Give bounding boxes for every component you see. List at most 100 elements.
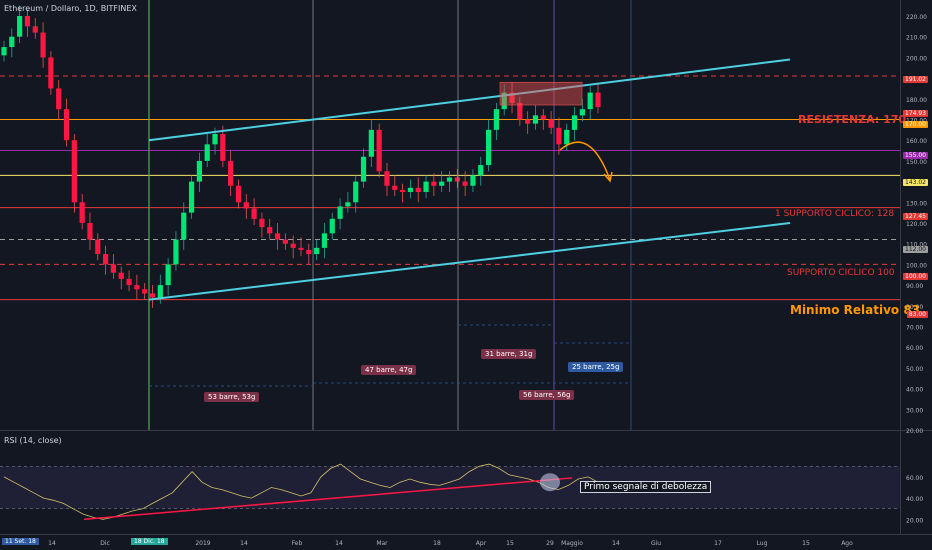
candle-body	[63, 109, 70, 141]
candle-body	[103, 254, 109, 265]
candle-body	[462, 181, 468, 186]
grid	[0, 0, 932, 535]
x-tick-label: 2019	[195, 540, 210, 547]
candle-body	[532, 115, 539, 124]
candle-body	[454, 177, 460, 182]
candle-body	[157, 285, 163, 298]
measure-label-25: 25 barre, 25g	[568, 362, 624, 372]
measure-label-53: 53 barre, 53g	[204, 392, 260, 402]
y-tick-label: 120.00	[906, 221, 927, 228]
candle-body	[9, 36, 15, 48]
support2-annotation: SUPPORTO CICLICO 100	[787, 268, 895, 278]
candle-body	[376, 129, 382, 172]
candle-body	[517, 102, 523, 120]
y-tick-label: 100.00	[906, 262, 927, 269]
rsi-tick-label: 40.00	[906, 496, 923, 503]
candle-body	[17, 16, 23, 37]
y-tick-label: 60.00	[906, 345, 923, 352]
candle-body	[165, 264, 171, 286]
y-tick-label: 40.00	[906, 387, 923, 394]
candle-body	[548, 119, 554, 128]
candle-body	[509, 92, 515, 103]
overlay	[148, 0, 791, 430]
x-tick-label: Lug	[757, 540, 768, 547]
candle-body	[384, 171, 390, 186]
y-tick-label: 220.00	[906, 14, 927, 21]
y-tick-label: 110.00	[906, 242, 927, 249]
y-tick-label: 160.00	[906, 138, 927, 145]
candle-body	[423, 181, 429, 192]
rsi-weakness-note: Primo segnale di debolezza	[580, 481, 712, 493]
candle-body	[181, 212, 187, 240]
x-tick-label: 15	[506, 540, 514, 547]
horizontal-levels	[0, 75, 900, 301]
candle-body	[415, 187, 421, 192]
candle-body	[220, 133, 226, 161]
candle-body	[540, 115, 546, 120]
arrow-head	[603, 171, 613, 183]
rsi-panel: 20.00 40.00 60.00	[0, 463, 923, 524]
candle-body	[196, 160, 202, 182]
y-tick-label: 70.00	[906, 325, 923, 332]
x-tick-label: Mar	[376, 540, 388, 547]
x-axis-separator	[0, 534, 932, 535]
candle-body	[134, 285, 140, 290]
support1-annotation: 1 SUPPORTO CICLICO: 128	[775, 209, 895, 219]
x-tick-label: Maggio	[561, 540, 583, 547]
candle-body	[446, 177, 453, 182]
candle-body	[228, 160, 234, 186]
x-tag-start: 11 Set. 18	[2, 538, 39, 545]
x-tick-label: 14	[335, 540, 343, 547]
y-tick-label: 180.00	[906, 97, 927, 104]
candle-body	[579, 109, 585, 116]
candle-body	[95, 239, 101, 255]
candle-body	[71, 140, 77, 203]
x-tag-dec: 18 Dic. 18	[131, 538, 168, 545]
price-tag-127: 127.45	[903, 213, 928, 220]
candle-body	[212, 133, 218, 145]
x-tick-label: 29	[546, 540, 554, 547]
candle-body	[407, 187, 414, 192]
candle-body	[274, 233, 281, 240]
price-tag-170: 170.00	[903, 121, 928, 128]
candle-body	[392, 185, 398, 190]
y-tick-label: 130.00	[906, 200, 927, 207]
candle-body	[173, 239, 179, 265]
candle-body	[243, 202, 249, 209]
candle-body	[32, 26, 38, 33]
candle-body	[24, 16, 31, 27]
y-tick-label: 30.00	[906, 407, 923, 414]
rsi-trendline	[83, 477, 573, 521]
candle-body	[40, 32, 46, 58]
price-tag-100: 100.00	[903, 273, 928, 280]
candle-body	[259, 218, 265, 228]
candle-body	[87, 223, 93, 240]
measure-label-47: 47 barre, 47g	[361, 365, 417, 375]
candle-body	[204, 144, 210, 161]
y-tick-label: 80.00	[906, 304, 923, 311]
candle-body	[485, 129, 492, 166]
candle-body	[188, 181, 195, 213]
candle-body	[126, 278, 132, 286]
candle-body	[368, 129, 374, 157]
candle-body	[282, 239, 288, 244]
candle-body	[306, 249, 312, 255]
x-tick-label: Dic	[100, 540, 110, 547]
candle-body	[345, 202, 351, 207]
measure-label-56: 56 barre, 56g	[519, 390, 575, 400]
x-tick-label: 14	[612, 540, 620, 547]
y-tick-label: 150.00	[906, 159, 927, 166]
candle-body	[267, 227, 273, 234]
candle-body	[142, 289, 148, 294]
candle-body	[251, 208, 257, 219]
candle-body	[556, 127, 562, 145]
price-tag-191: 191.02	[903, 76, 928, 83]
x-tick-label: Ago	[841, 540, 853, 547]
x-tick-label: Giu	[651, 540, 661, 547]
candle-body	[439, 181, 445, 186]
x-axis: 14Dic14201914Feb14Mar18Apr1529Maggio14Gi…	[48, 540, 853, 547]
channel-upper	[148, 58, 791, 142]
rsi-band	[0, 466, 900, 509]
candle-body	[118, 272, 124, 279]
